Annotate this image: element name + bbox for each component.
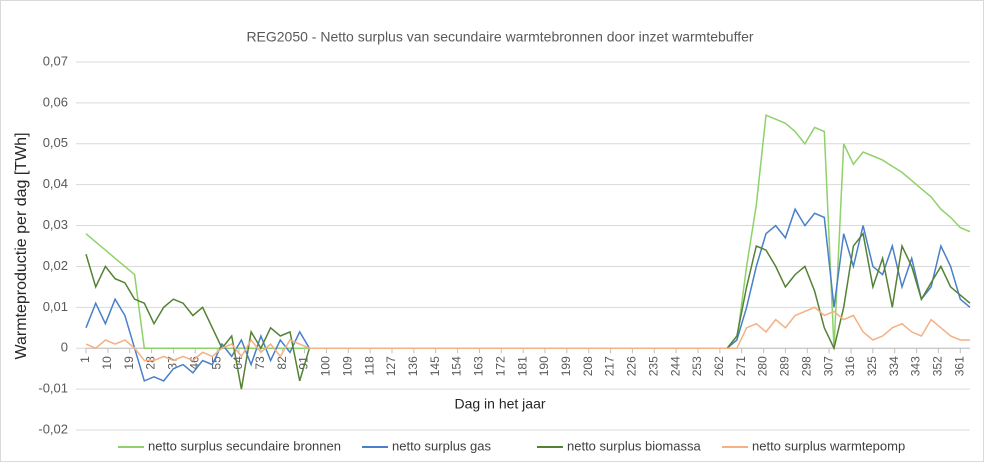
x-tick-label: 28	[144, 356, 158, 370]
x-tick-label: 127	[384, 356, 398, 376]
y-tick-label: 0,03	[43, 217, 68, 232]
x-tick-label: 46	[187, 356, 201, 370]
x-tick-label: 172	[493, 356, 507, 376]
x-tick-label: 271	[734, 356, 748, 376]
x-tick-label: 325	[865, 356, 879, 376]
x-tick-label: 82	[275, 356, 289, 370]
x-tick-label: 118	[362, 356, 376, 375]
y-tick-label: 0,04	[43, 176, 68, 191]
x-tick-label: 91	[297, 356, 311, 370]
series-line	[85, 306, 970, 362]
x-tick-label: 163	[472, 356, 486, 376]
legend-label: netto surplus warmtepomp	[752, 438, 905, 453]
x-tick-label: 154	[450, 356, 464, 376]
x-tick-label: 10	[100, 356, 114, 370]
x-axis-label: Dag in het jaar	[454, 396, 545, 412]
x-tick-label: 253	[690, 356, 704, 376]
x-tick-label: 307	[821, 356, 835, 376]
x-tick-label: 262	[712, 356, 726, 376]
x-tick-label: 100	[319, 356, 333, 376]
x-tick-label: 352	[931, 356, 945, 376]
y-tick-label: -0,01	[38, 381, 68, 396]
x-tick-label: 64	[231, 356, 245, 370]
x-tick-label: 235	[646, 356, 660, 376]
x-tick-label: 181	[515, 356, 529, 376]
x-tick-label: 190	[537, 356, 551, 376]
legend-label: netto surplus secundaire bronnen	[148, 438, 341, 453]
x-tick-label: 19	[122, 356, 136, 370]
legend-label: netto surplus gas	[392, 438, 492, 453]
x-tick-label: 109	[340, 356, 354, 376]
x-tick-label: 73	[253, 356, 267, 370]
x-tick-label: 136	[406, 356, 420, 376]
x-tick-label: 298	[799, 356, 813, 376]
x-tick-label: 289	[778, 356, 792, 376]
x-tick-label: 244	[668, 356, 682, 376]
y-axis-label: Warmteproductie per dag [TWh]	[13, 132, 30, 359]
chart-title: REG2050 - Netto surplus van secundaire w…	[246, 29, 753, 45]
x-tick-label: 280	[756, 356, 770, 376]
y-tick-label: -0,02	[38, 421, 68, 436]
y-tick-label: 0,01	[43, 299, 68, 314]
x-tick-label: 55	[209, 356, 223, 370]
x-tick-label: 316	[843, 356, 857, 376]
x-tick-label: 199	[559, 356, 573, 376]
y-tick-label: 0,07	[43, 53, 68, 68]
x-tick-label: 217	[603, 356, 617, 376]
legend-label: netto surplus biomassa	[567, 438, 701, 453]
x-tick-label: 334	[887, 356, 901, 376]
x-tick-label: 361	[952, 356, 966, 376]
y-tick-label: 0,06	[43, 94, 68, 109]
x-tick-label: 208	[581, 356, 595, 376]
y-tick-label: 0,05	[43, 135, 68, 150]
x-tick-label: 1	[78, 356, 92, 363]
y-tick-label: 0,02	[43, 258, 68, 273]
x-tick-label: 145	[428, 356, 442, 376]
x-tick-label: 343	[909, 356, 923, 376]
x-tick-label: 226	[625, 356, 639, 376]
y-tick-label: 0	[61, 340, 68, 355]
